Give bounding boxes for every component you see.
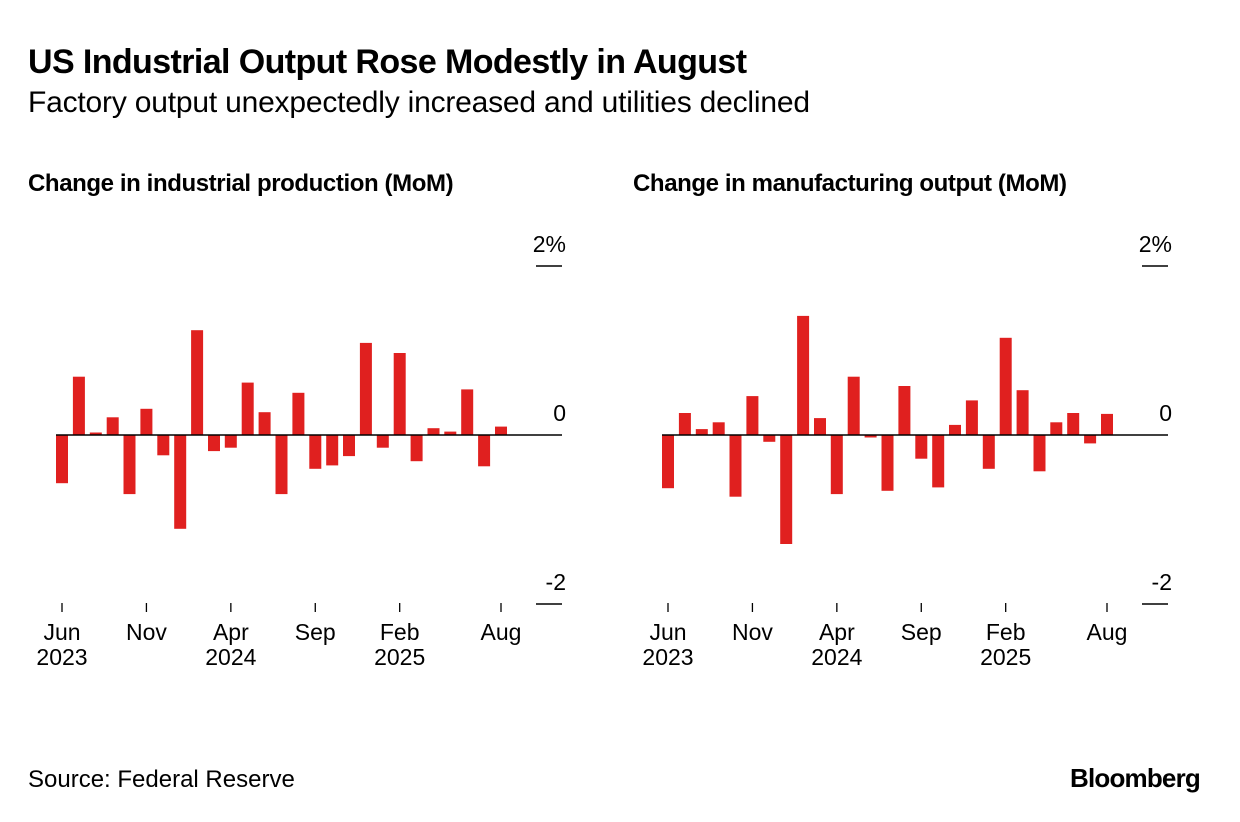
x-tick-label-year: 2023 (642, 644, 693, 670)
x-tick-label-year: 2025 (374, 644, 425, 670)
x-tick-label-month: Nov (126, 619, 167, 645)
x-tick-label-month: Feb (380, 619, 420, 645)
bar (1084, 435, 1097, 444)
bar (309, 435, 322, 469)
x-tick-label-month: Sep (295, 619, 336, 645)
source-note: Source: Federal Reserve (28, 766, 295, 793)
bar (830, 435, 843, 495)
bars (56, 330, 507, 529)
bar (258, 412, 271, 435)
bars (662, 315, 1113, 544)
bar (1016, 390, 1029, 435)
bar (999, 337, 1012, 435)
bar (814, 418, 826, 435)
bar (881, 435, 894, 491)
bloomberg-logo: Bloomberg (1069, 763, 1201, 793)
bar (1050, 422, 1063, 435)
x-tick-label-year: 2024 (811, 644, 862, 670)
bar (241, 382, 254, 435)
bar (326, 435, 339, 466)
bar (965, 400, 978, 435)
bar (224, 435, 237, 448)
bar (427, 428, 440, 435)
bar (292, 392, 305, 436)
chart-subtitle: Factory output unexpectedly increased an… (28, 86, 810, 119)
bar (72, 376, 85, 435)
bar (797, 315, 810, 435)
bar (343, 435, 355, 457)
bar (662, 435, 674, 489)
bar (898, 386, 911, 435)
bar (780, 435, 793, 544)
bar (174, 435, 187, 529)
bar (410, 435, 423, 462)
bar (982, 435, 995, 469)
bar (712, 422, 725, 435)
x-tick-label-month: Feb (986, 619, 1026, 645)
bar (376, 435, 389, 448)
x-tick-label-year: 2023 (36, 644, 87, 670)
x-tick-label-month: Aug (1087, 619, 1128, 645)
x-tick-label-month: Apr (213, 619, 249, 645)
bar (915, 435, 928, 459)
bar (495, 426, 507, 435)
bar (123, 435, 136, 495)
x-tick-label-year: 2024 (205, 644, 256, 670)
y-tick-label: 2% (533, 231, 566, 257)
bar (393, 353, 406, 435)
bar (932, 435, 945, 488)
bar (444, 431, 457, 435)
bar (1067, 413, 1080, 435)
bar (359, 342, 372, 435)
bar (208, 435, 220, 452)
bar (864, 435, 877, 438)
y-tick-label: -2 (546, 569, 566, 595)
x-tick-label-month: Sep (901, 619, 942, 645)
x-tick-label-month: Jun (43, 619, 80, 645)
bar (56, 435, 68, 484)
x-tick-label-month: Nov (732, 619, 773, 645)
x-tick-label-month: Aug (481, 619, 522, 645)
bar (1101, 413, 1113, 435)
industrial-production-chart-title: Change in industrial production (MoM) (28, 170, 454, 197)
bar (1033, 435, 1046, 472)
bar (949, 424, 961, 435)
bar (746, 396, 759, 435)
bar (191, 330, 204, 435)
y-tick-label: 0 (553, 400, 566, 426)
bar (678, 413, 691, 435)
y-tick-label: 0 (1159, 400, 1172, 426)
y-tick-label: -2 (1152, 569, 1172, 595)
bar (847, 376, 860, 435)
bar (478, 435, 491, 467)
chart-title-main: US Industrial Output Rose Modestly in Au… (28, 43, 747, 81)
bar (275, 435, 288, 495)
x-tick-label-year: 2025 (980, 644, 1031, 670)
y-tick-label: 2% (1139, 231, 1172, 257)
bar (106, 417, 119, 435)
x-tick-label-month: Apr (819, 619, 855, 645)
bar (695, 429, 708, 435)
bar (157, 435, 170, 456)
bar (729, 435, 742, 497)
bar (89, 432, 102, 435)
bar (461, 389, 474, 435)
bar (763, 435, 776, 442)
x-tick-label-month: Jun (649, 619, 686, 645)
bar (140, 408, 153, 435)
manufacturing-output-chart-title: Change in manufacturing output (MoM) (633, 170, 1067, 197)
